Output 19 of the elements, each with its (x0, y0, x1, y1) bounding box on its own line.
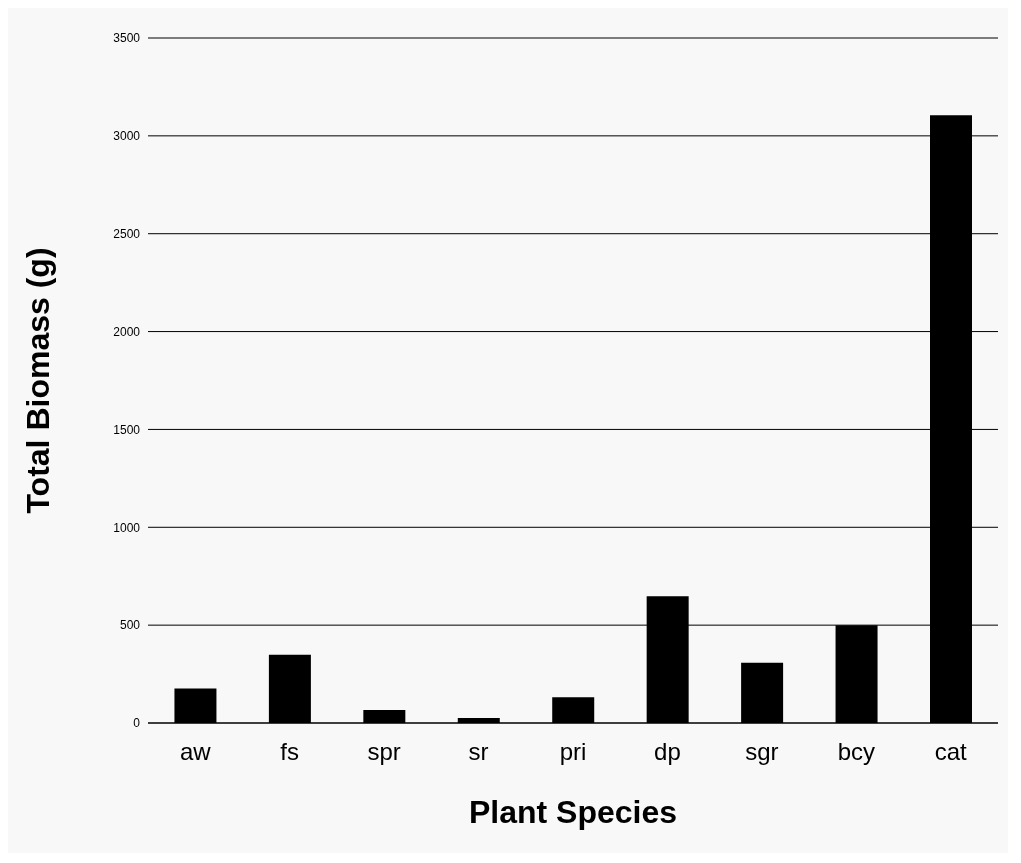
y-tick-label: 1500 (113, 422, 141, 437)
y-axis-title: Total Biomass (g) (20, 247, 57, 514)
y-tick-label: 0 (133, 716, 141, 731)
x-tick-label: dp (654, 738, 681, 766)
x-tick-label: aw (179, 738, 212, 766)
x-tick-label: bcy (837, 738, 876, 766)
x-tick-label: sr (468, 738, 489, 766)
x-axis-title: Plant Species (468, 794, 678, 830)
y-tick-label: 2500 (113, 226, 141, 241)
x-tick-label: spr (367, 738, 401, 766)
y-tick-label: 1000 (113, 520, 141, 535)
x-tick-label: fs (280, 738, 299, 766)
x-tick-label: sgr (745, 738, 779, 766)
x-tick-label: cat (934, 738, 968, 766)
y-tick-label: 2000 (113, 324, 141, 339)
y-tick-label: 500 (119, 618, 141, 633)
y-tick-label: 3500 (113, 31, 141, 46)
x-tick-label: pri (559, 738, 587, 766)
y-tick-label: 3000 (113, 129, 141, 144)
